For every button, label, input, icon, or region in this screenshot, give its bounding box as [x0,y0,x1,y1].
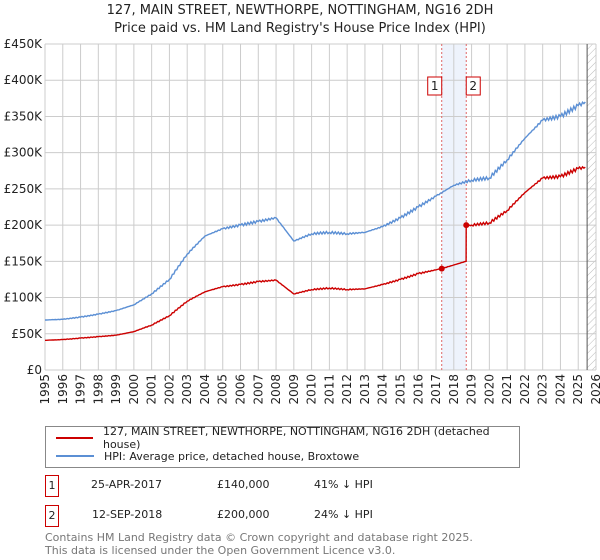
x-tick-label: 2022 [518,374,532,405]
transaction-marker: 1 [45,475,59,497]
y-tick-label: £100K [4,291,44,305]
legend-label: 127, MAIN STREET, NEWTHORPE, NOTTINGHAM,… [102,425,490,451]
x-tick-label: 1999 [109,374,123,405]
transaction-date: 25-APR-2017 [91,478,163,491]
footer-line: This data is licensed under the Open Gov… [45,544,396,557]
x-tick-label: 2013 [358,374,372,405]
x-tick-label: 1998 [91,374,105,405]
transaction-row: 2 12-SEP-2018 £200,000 24% ↓ HPI [45,505,565,527]
transaction-marker: 2 [45,505,59,527]
x-tick-label: 2008 [269,374,283,405]
x-tick-label: 2012 [340,374,354,405]
x-tick-label: 2017 [429,374,443,405]
y-tick-label: £200K [4,218,44,232]
annotation-box [427,76,443,96]
x-tick-label: 2009 [287,374,301,405]
sale-point [438,265,445,272]
x-tick-label: 2021 [500,374,514,405]
x-tick-label: 2024 [553,374,567,405]
series-line [45,100,586,321]
y-tick-label: £400K [4,73,44,87]
x-tick-label: 2015 [393,374,407,405]
x-tick-label: 2025 [571,374,585,405]
x-tick-label: 2003 [180,374,194,405]
chart-title: 127, MAIN STREET, NEWTHORPE, NOTTINGHAM,… [106,3,494,18]
sale-point [463,222,470,229]
x-tick-label: 2007 [251,374,265,405]
transaction-hpi: 24% ↓ HPI [314,508,373,521]
x-tick-label: 2010 [305,374,319,405]
x-tick-label: 2018 [447,374,461,405]
legend: 127, MAIN STREET, NEWTHORPE, NOTTINGHAM,… [45,425,520,468]
x-tick-label: 2026 [589,374,600,405]
x-tick-label: 2019 [465,374,479,405]
forecast-hatch [587,44,596,370]
legend-label: HPI: Average price, detached house, Brox… [104,449,360,463]
y-tick-label: £250K [4,182,44,196]
legend-item-property: 127, MAIN STREET, NEWTHORPE, NOTTINGHAM,… [56,425,519,451]
transaction-price: £140,000 [217,478,270,491]
chart-subtitle: Price paid vs. HM Land Registry's House … [114,21,486,36]
series-line [45,165,586,341]
x-tick-label: 2005 [216,374,230,405]
annotation-label: 2 [469,79,477,93]
price-chart: 1995 1996 1997 1998 1999 2000 2001 2002 2003 2004… [4,37,600,405]
annotation-label: 1 [431,79,439,93]
transaction-price: £200,000 [217,508,270,521]
legend-item-hpi: HPI: Average price, detached house, Brox… [56,447,359,465]
x-tick-label: 2020 [482,374,496,405]
x-tick-label: 1996 [56,374,70,405]
x-tick-label: 2023 [536,374,550,405]
x-tick-label: 2004 [198,374,212,405]
transaction-date: 12-SEP-2018 [92,508,163,521]
y-tick-label: £150K [4,254,44,268]
footer-line: Contains HM Land Registry data © Crown c… [45,531,473,544]
footer: Contains HM Land Registry data © Crown c… [45,531,473,557]
x-tick-label: 2014 [376,374,390,405]
x-tick-label: 2002 [162,374,176,405]
y-tick-label: £450K [4,37,44,51]
transaction-hpi: 41% ↓ HPI [314,478,373,491]
x-tick-label: 2016 [411,374,425,405]
x-tick-label: 2011 [322,374,336,405]
x-tick-label: 1997 [74,374,88,405]
x-tick-label: 2000 [127,374,141,405]
y-tick-label: £350K [4,109,44,123]
y-tick-label: £300K [4,146,44,160]
y-tick-label: £0 [27,363,42,377]
y-tick-label: £50K [11,327,43,341]
x-tick-label: 1995 [38,374,52,405]
x-tick-label: 2001 [145,374,159,405]
transaction-row: 1 25-APR-2017 £140,000 41% ↓ HPI [45,475,565,497]
x-tick-label: 2006 [234,374,248,405]
annotation-box [465,76,481,96]
